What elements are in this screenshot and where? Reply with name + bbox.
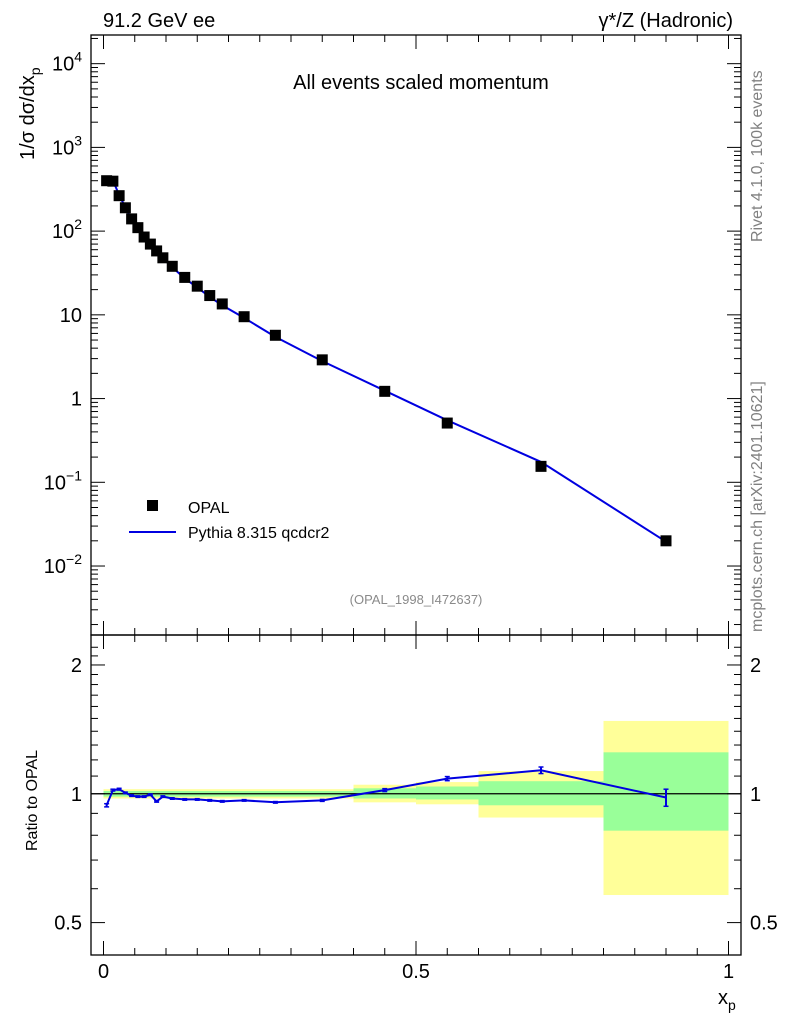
ratio-mc-line [105,769,667,806]
ratio-y-tick-label-right: 2 [750,655,761,677]
header-left: 91.2 GeV ee [103,10,215,32]
opal-data-point [138,231,150,243]
main-y-tick-label: 102 [52,216,82,243]
opal-data-point [132,222,144,234]
ratio-y-tick-label-left: 1 [71,784,82,806]
ratio-y-tick-labels: 0.5 0.5 1 1 2 2 [54,655,778,935]
main-y-tick-label: 1 [71,389,82,411]
legend-opal-marker [147,500,158,511]
ratio-band-inner [416,786,479,800]
ratio-ticks [91,635,741,955]
opal-data-point [119,202,131,214]
legend: OPAL Pythia 8.315 qcdcr2 [129,500,330,542]
analysis-annotation: (OPAL_1998_I472637) [350,592,483,607]
mcplots-label: mcplots.cern.ch [arXiv:2401.10621] [749,381,766,632]
ratio-uncertainty-bands [103,720,729,896]
header-right: γ*/Z (Hadronic) [599,10,733,32]
main-ticks [91,35,741,635]
opal-points [101,175,672,547]
mc-series-line [106,179,667,543]
opal-data-point [157,252,169,264]
opal-data-point [101,175,113,187]
opal-data-point [269,329,281,341]
x-axis-label: xp [718,987,736,1013]
opal-data-point [204,290,216,302]
opal-data-point [166,260,178,272]
ratio-y-axis-label: Ratio to OPAL [24,750,41,851]
main-y-tick-label: 104 [52,49,82,76]
main-frame [90,34,742,636]
ratio-error-bars [104,766,669,808]
ratio-y-tick-label-right: 1 [750,784,761,806]
opal-data-point [216,298,228,310]
opal-data-point [379,385,391,397]
opal-data-point [316,354,328,366]
main-y-axis-label: 1/σ dσ/dxp [17,67,43,160]
main-title: All events scaled momentum [293,72,549,94]
opal-data-point [660,535,672,547]
ratio-y-tick-label-right: 0.5 [750,913,778,935]
legend-mc-label: Pythia 8.315 qcdcr2 [188,525,330,542]
opal-data-point [535,460,547,472]
ratio-panel: 0.5 0.51 12 2 0 0.5 1 Ratio to OPAL xp [24,634,778,1013]
ratio-frame [90,634,742,956]
legend-opal-label: OPAL [188,500,230,517]
opal-data-point [107,175,119,187]
x-tick-label: 0.5 [402,961,430,983]
opal-data-point [441,417,453,429]
main-y-tick-label: 10−1 [44,467,82,494]
opal-data-point [144,238,156,250]
x-tick-label: 1 [723,961,734,983]
opal-data-point [113,190,125,202]
opal-data-point [179,271,191,283]
main-y-tick-label: 10−2 [44,551,82,578]
opal-data-point [238,311,250,323]
main-y-tick-label: 103 [52,132,82,159]
opal-data-point [126,213,138,225]
ratio-x-tick-labels: 0 0.5 1 [98,961,734,983]
opal-data-point [151,245,163,257]
x-tick-label: 0 [98,961,109,983]
ratio-y-tick-label-left: 0.5 [54,913,82,935]
rivet-label: Rivet 4.1.0, 100k events [749,70,766,242]
ratio-y-tick-label-left: 2 [71,655,82,677]
main-y-tick-label: 10 [60,305,82,327]
opal-data-point [191,280,203,292]
